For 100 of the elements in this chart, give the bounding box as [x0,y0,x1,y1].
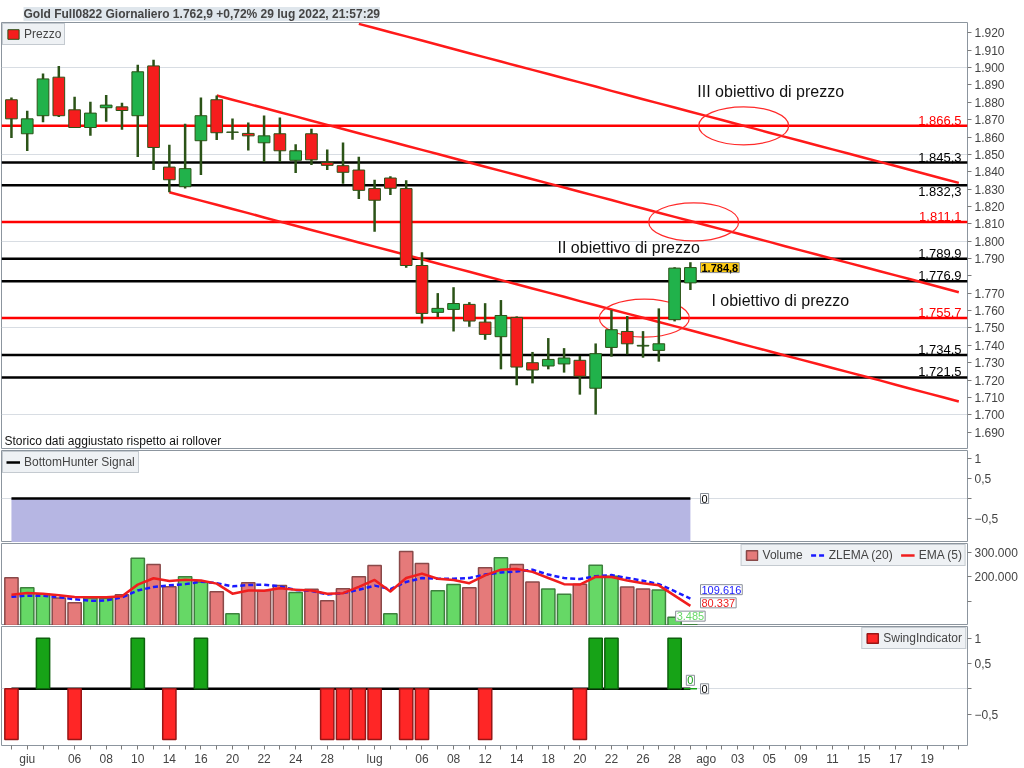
legend-label: ZLEMA (20) [828,548,893,562]
y-tick-label: 1.890 [974,78,1005,93]
candlestick [257,114,271,164]
candlestick [68,95,81,130]
bar [383,613,398,625]
ref-line-label: 1.776,9 [918,268,962,284]
y-tick-label: 1.760 [974,304,1005,319]
candlestick [541,336,555,371]
y-tick-label: 1.790 [974,252,1005,267]
candlestick [684,260,697,292]
candlestick [368,178,381,233]
y-tick-label: 1.850 [974,147,1005,162]
annotation: II obiettivo di prezzo [557,239,700,257]
y-tick-label: 1.700 [974,408,1005,423]
data-label: 0 [701,492,708,505]
x-tick-label: 03 [731,751,745,766]
candlestick [431,291,445,319]
y-tick-label: 1.740 [974,338,1005,353]
candlestick [5,96,18,140]
x-tick-label: 17 [888,751,903,766]
ref-line-label: 1.721,5 [918,364,962,380]
bar [130,557,146,625]
y-tick-label: 1.750 [974,321,1005,336]
x-tick-label: 08 [446,751,461,766]
candlestick [636,329,650,359]
x-tick-label: 22 [257,751,272,766]
legend-label: Volume [762,548,803,562]
candlestick [352,155,366,201]
ref-line-label: 1.755,7 [918,305,962,321]
x-tick-label: 26 [636,751,651,766]
data-label: 0 [687,674,694,687]
legend-label: EMA (5) [918,548,962,562]
annotation: Storico dati aggiustato rispetto ai rollover [4,433,222,448]
candlestick [605,308,618,358]
y-tick-label: 1.900 [974,61,1005,76]
candlestick [320,148,334,172]
bar [572,583,588,625]
candlestick [494,298,508,371]
candlestick [115,101,129,132]
ref-line-label: 1.811,1 [919,208,962,224]
data-label: 3.485 [676,610,705,623]
y-tick-label: 1.880 [974,95,1005,110]
x-tick-label: lug [366,751,383,766]
candlestick [241,121,255,152]
x-tick-label: 28 [320,751,335,766]
y-tick-label: 1.820 [974,199,1005,214]
bar [4,577,19,625]
candlestick [99,93,113,124]
text: 1.784,8 [701,261,739,274]
data-label: 80.337 [701,596,736,609]
y-tick-label: 1.710 [974,390,1005,405]
y-tick-label: 0,5 [974,656,992,671]
x-tick-label: 14 [510,751,524,766]
x-tick-label: 16 [194,751,208,766]
annotation: III obiettivo di prezzo [697,83,845,101]
candlestick [226,117,239,142]
x-tick-label: 18 [541,751,556,766]
x-tick-label: 20 [225,751,240,766]
x-tick-label: 28 [667,751,682,766]
candlestick [178,122,192,190]
x-tick-label: 15 [857,751,872,766]
candlestick [384,175,397,197]
x-tick-label: 12 [478,751,493,766]
y-tick-label: −0,5 [974,707,999,722]
x-tick-label: 05 [762,751,777,766]
x-tick-label: 06 [67,751,82,766]
y-tick-label: 200.000 [974,570,1019,585]
data-label: 0 [701,682,708,695]
candlestick [20,109,34,153]
chart-title: Gold Full0822 Giornaliero 1.762,9 +0,72% 29 lug 2022, 21:57:29 [23,7,381,21]
x-tick-label: 09 [794,751,808,766]
candlestick [478,301,492,342]
candlestick [573,354,587,396]
candlestick [526,350,539,385]
y-tick-label: 1.810 [974,217,1005,232]
candlestick [84,100,97,138]
bar [225,613,240,625]
x-tick-label: 24 [288,751,303,766]
ref-line-label: 1.734,5 [918,341,962,357]
y-tick-label: 1.910 [974,43,1005,58]
bar [288,591,304,625]
x-tick-label: 06 [415,751,429,766]
y-tick-label: 1.830 [974,182,1005,197]
x-tick-label: 10 [131,751,145,766]
legend-label: Prezzo [24,27,62,41]
y-tick-label: 1.840 [974,165,1005,180]
y-tick-label: 300.000 [974,545,1019,560]
candlestick [273,116,287,164]
x-tick-label: 22 [604,751,619,766]
ref-line-label: 1.832,3 [918,184,962,200]
ref-line-label: 1.789,9 [918,245,962,261]
y-tick-label: 1.920 [974,26,1005,41]
x-tick-label: 14 [162,751,177,766]
y-tick-label: 1.770 [974,286,1005,301]
line-series [357,22,961,185]
y-tick-label: 1.870 [974,113,1005,128]
bar [209,590,225,625]
candlestick [447,285,460,333]
candlestick [336,141,350,185]
legend-label: SwingIndicator [883,631,962,645]
